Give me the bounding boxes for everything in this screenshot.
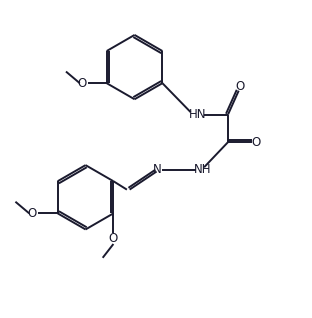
Text: O: O xyxy=(78,77,87,90)
Text: N: N xyxy=(153,162,162,176)
Text: O: O xyxy=(27,207,36,220)
Text: O: O xyxy=(252,136,261,149)
Text: O: O xyxy=(236,80,245,93)
Text: O: O xyxy=(109,232,118,245)
Text: NH: NH xyxy=(194,163,212,176)
Text: HN: HN xyxy=(188,108,206,121)
